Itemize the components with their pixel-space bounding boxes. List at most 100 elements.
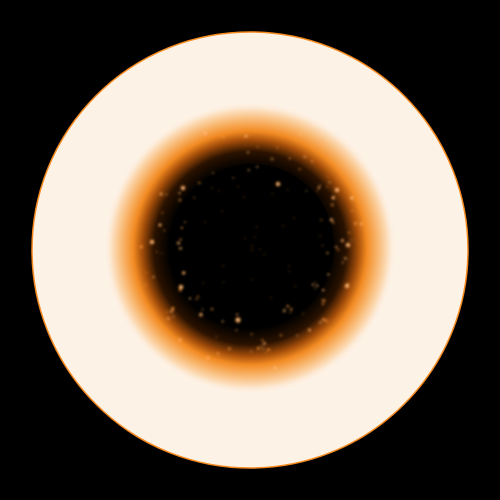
spark <box>311 283 314 286</box>
spark <box>161 212 164 214</box>
spark <box>235 329 238 331</box>
spark <box>202 282 204 284</box>
spark <box>178 198 182 202</box>
spark <box>319 184 321 187</box>
spark <box>199 313 203 317</box>
spark <box>159 192 163 196</box>
spark <box>178 284 184 290</box>
spark <box>276 146 279 149</box>
spark <box>303 155 307 159</box>
spark <box>156 250 158 253</box>
spark <box>212 172 214 174</box>
spark <box>321 302 324 305</box>
spark <box>331 196 335 200</box>
spark <box>211 187 213 189</box>
spark <box>206 356 210 360</box>
spark <box>182 271 186 275</box>
spark <box>201 308 204 311</box>
spark <box>275 181 281 187</box>
spark <box>319 140 325 146</box>
spark <box>326 186 328 188</box>
spark <box>243 196 246 198</box>
spark-particles <box>139 130 364 371</box>
spark <box>325 319 329 323</box>
spark <box>221 135 225 138</box>
spark <box>165 193 168 196</box>
spark <box>263 253 265 256</box>
spark <box>221 210 223 212</box>
spark <box>178 192 181 195</box>
spark <box>166 310 168 313</box>
spark <box>254 236 256 238</box>
spark <box>327 273 330 276</box>
spark <box>316 189 319 192</box>
spark <box>326 252 329 254</box>
spark <box>322 318 326 322</box>
spark <box>149 239 155 245</box>
spark <box>302 312 304 315</box>
spark <box>293 217 295 219</box>
spark <box>234 316 242 324</box>
spark <box>158 223 162 227</box>
spark <box>270 157 274 161</box>
spark <box>170 309 173 313</box>
spark <box>322 299 326 303</box>
spark <box>228 347 231 351</box>
spark <box>351 209 354 212</box>
spark <box>289 311 292 314</box>
spark <box>288 265 290 267</box>
spark <box>310 160 314 163</box>
spark <box>250 249 253 251</box>
spark <box>236 313 239 316</box>
spark <box>344 283 350 289</box>
spark <box>215 336 217 338</box>
spark <box>261 339 264 342</box>
spark <box>335 246 338 248</box>
spark <box>336 248 340 252</box>
spark <box>288 157 291 160</box>
spark <box>178 288 182 292</box>
spark <box>259 248 261 251</box>
spark <box>350 239 353 241</box>
spark <box>232 177 235 179</box>
spark <box>171 307 175 310</box>
spark <box>262 341 266 346</box>
spark <box>314 281 317 284</box>
spark <box>251 245 254 247</box>
spark <box>327 176 329 178</box>
spark <box>308 328 311 332</box>
spark <box>237 185 239 188</box>
spark <box>345 242 351 248</box>
spark <box>271 192 273 195</box>
spark <box>247 169 250 172</box>
spark <box>329 218 333 222</box>
spark <box>172 315 175 318</box>
spark <box>178 338 182 342</box>
spark <box>216 352 220 355</box>
spark <box>256 165 259 168</box>
spark <box>255 226 258 228</box>
spark <box>264 351 267 354</box>
spark <box>262 347 265 350</box>
spark <box>289 307 293 311</box>
spark <box>139 245 143 249</box>
spark <box>282 308 286 313</box>
spark <box>332 221 335 224</box>
spark <box>316 284 319 287</box>
spark <box>246 151 250 154</box>
spark <box>320 299 323 301</box>
spark <box>314 287 316 289</box>
spark <box>328 181 331 184</box>
spark <box>359 222 364 226</box>
spark <box>321 244 324 247</box>
spark <box>298 132 302 136</box>
spark <box>320 219 323 222</box>
spark <box>176 241 181 245</box>
spark <box>270 297 272 299</box>
spark <box>296 334 299 337</box>
spark <box>179 247 182 250</box>
spark <box>180 185 186 191</box>
spark <box>319 321 322 324</box>
spark <box>189 297 191 300</box>
